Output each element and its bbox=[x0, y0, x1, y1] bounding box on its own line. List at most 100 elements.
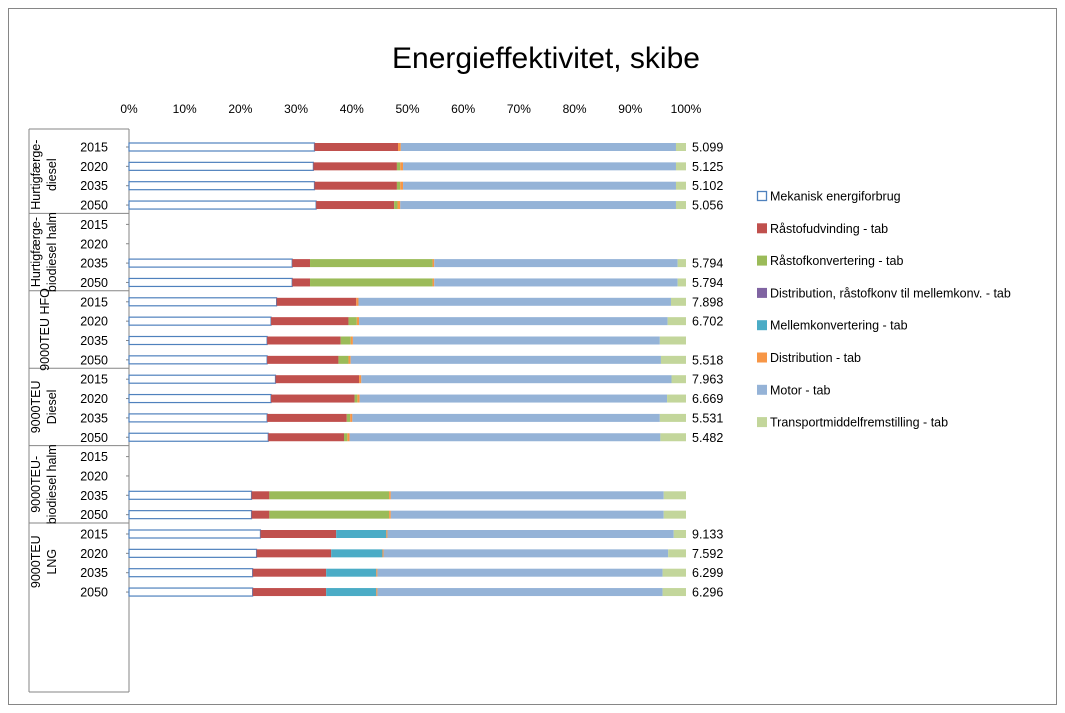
bar-segment bbox=[668, 549, 686, 558]
group-label: 9000TEU bbox=[29, 380, 43, 433]
x-tick-label: 60% bbox=[451, 102, 475, 116]
data-label: 7.592 bbox=[692, 547, 723, 561]
bar-segments bbox=[128, 142, 686, 597]
bar-segment bbox=[662, 588, 686, 597]
bar-segment bbox=[348, 355, 351, 364]
bar-segment bbox=[403, 181, 676, 190]
chart-title: Energieffektivitet, skibe bbox=[392, 42, 700, 75]
bar-segment bbox=[269, 510, 390, 519]
bar-segment bbox=[376, 568, 378, 577]
legend-entry: Mekanisk energiforbrug bbox=[770, 190, 901, 204]
data-label: 5.099 bbox=[692, 141, 723, 155]
bar-segment bbox=[675, 181, 686, 190]
bar-segment bbox=[128, 161, 314, 171]
year-label: 2050 bbox=[80, 353, 108, 367]
x-tick-label: 50% bbox=[395, 102, 419, 116]
bar-segment bbox=[659, 336, 686, 345]
year-label: 2050 bbox=[80, 276, 108, 290]
year-label: 2020 bbox=[80, 469, 108, 483]
bar-segment bbox=[128, 490, 253, 500]
bar-segment bbox=[357, 394, 360, 403]
bar-segment bbox=[675, 201, 686, 210]
data-label: 6.299 bbox=[692, 566, 723, 580]
legend-entry: Distribution - tab bbox=[770, 351, 861, 365]
bar-segment bbox=[359, 394, 668, 403]
chart-frame: Energieffektivitet, skibe 0% 10% 20% 30% 40%… bbox=[8, 8, 1057, 705]
bar-segment bbox=[400, 181, 404, 190]
chart-canvas: Energieffektivitet, skibe 0% 10% 20% 30% 40%… bbox=[28, 42, 1011, 693]
category-axis-frame bbox=[28, 128, 130, 693]
bar-segment bbox=[389, 510, 391, 519]
year-label: 2035 bbox=[80, 257, 108, 271]
bar-segment bbox=[400, 201, 676, 210]
bar-segment bbox=[128, 297, 278, 307]
bar-segment bbox=[673, 530, 686, 538]
year-label: 2050 bbox=[80, 508, 108, 522]
bar-segment bbox=[350, 413, 353, 422]
group-label: Diesel bbox=[45, 390, 59, 425]
bar-segment bbox=[432, 259, 435, 268]
group-label: 9000TEU HFO bbox=[38, 288, 52, 371]
x-tick-label: 80% bbox=[563, 102, 587, 116]
bar-segment bbox=[128, 258, 293, 268]
legend-entry: Mellemkonvertering - tab bbox=[770, 319, 908, 333]
bar-segment bbox=[292, 278, 311, 287]
data-label: 5.794 bbox=[692, 257, 723, 271]
data-label: 5.482 bbox=[692, 431, 723, 445]
bar-segment bbox=[269, 491, 390, 500]
bar-segment bbox=[398, 143, 401, 151]
year-label: 2015 bbox=[80, 373, 108, 387]
bar-segment bbox=[276, 297, 357, 306]
bar-segment bbox=[128, 142, 316, 152]
bar-segment bbox=[377, 588, 663, 597]
bar-segment bbox=[400, 143, 676, 151]
year-label: 2020 bbox=[80, 160, 108, 174]
year-label: 2020 bbox=[80, 547, 108, 561]
bar-segment bbox=[660, 355, 686, 364]
bar-segment bbox=[359, 317, 668, 326]
bar-segment bbox=[128, 548, 258, 558]
x-tick-label: 10% bbox=[173, 102, 197, 116]
bar-segment bbox=[346, 413, 351, 422]
bar-segment bbox=[352, 336, 660, 345]
data-label: 6.702 bbox=[692, 315, 723, 329]
bar-segment bbox=[356, 317, 360, 326]
legend-entry: Transportmiddelfremstilling - tab bbox=[770, 416, 948, 430]
bar-segment bbox=[677, 259, 686, 268]
bar-segment bbox=[671, 375, 686, 384]
data-label: 5.531 bbox=[692, 411, 723, 425]
bar-segment bbox=[275, 375, 360, 384]
bar-segment bbox=[271, 317, 349, 326]
x-axis-ticks: 0% 10% 20% 30% 40% 50% 60% 70% 80% 90% 100% bbox=[120, 102, 701, 116]
data-label: 5.518 bbox=[692, 353, 723, 367]
category-labels: 2015 2020 2035 2050 2015 2020 2035 2050 2015 2020… bbox=[29, 140, 108, 600]
bar-segment bbox=[403, 162, 676, 171]
bar-segment bbox=[310, 259, 433, 268]
data-label: 9.133 bbox=[692, 528, 723, 542]
bar-segment bbox=[349, 433, 661, 442]
bar-segment bbox=[268, 433, 345, 442]
legend: Mekanisk energiforbrug Råstofudvinding - … bbox=[756, 190, 1011, 430]
legend-swatch bbox=[757, 287, 767, 298]
group-label: biodiesel halm bbox=[45, 212, 59, 292]
x-tick-label: 0% bbox=[120, 102, 138, 116]
bar-segment bbox=[128, 277, 293, 288]
year-label: 2035 bbox=[80, 411, 108, 425]
bar-segment bbox=[659, 413, 686, 422]
legend-entry: Råstofudvinding - tab bbox=[770, 222, 888, 236]
bar-segment bbox=[347, 433, 350, 442]
legend-swatch bbox=[757, 320, 767, 331]
legend-entry: Råstofkonvertering - tab bbox=[770, 254, 903, 268]
year-label: 2035 bbox=[80, 566, 108, 580]
bar-segment bbox=[434, 278, 678, 287]
bar-segment bbox=[386, 530, 388, 538]
bar-segment bbox=[670, 297, 686, 306]
year-label: 2035 bbox=[80, 179, 108, 193]
bar-segment bbox=[354, 394, 358, 403]
group-label: diesel bbox=[45, 158, 59, 191]
data-label: 6.296 bbox=[692, 586, 723, 600]
bar-segment bbox=[251, 491, 270, 500]
bar-segment bbox=[396, 181, 401, 190]
x-tick-label: 40% bbox=[340, 102, 364, 116]
bar-segment bbox=[310, 278, 433, 287]
